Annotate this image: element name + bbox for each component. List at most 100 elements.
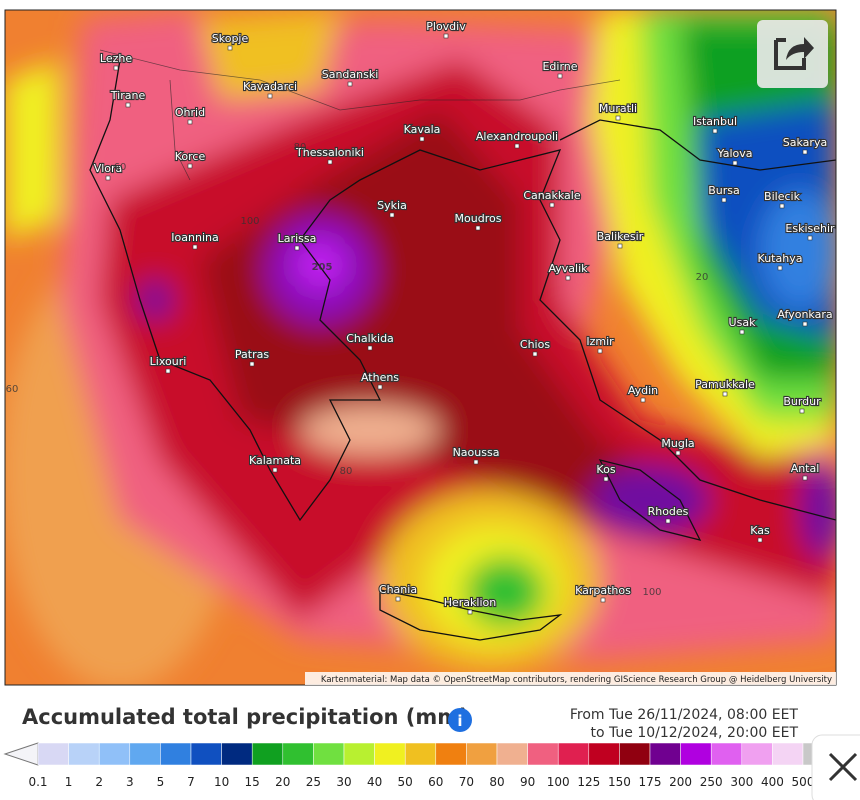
city-dot xyxy=(757,537,763,543)
legend-swatch xyxy=(527,742,559,766)
city-label: Lezhe xyxy=(100,52,132,65)
legend-label: 300 xyxy=(730,775,753,789)
legend-swatch xyxy=(68,742,100,766)
close-icon xyxy=(828,752,858,782)
city-label: Heraklion xyxy=(444,596,497,609)
city-label: Usak xyxy=(729,316,757,329)
contour-label: 80 xyxy=(294,142,307,153)
legend-swatch xyxy=(343,742,375,766)
legend-swatch xyxy=(221,742,253,766)
city-dot xyxy=(712,128,718,134)
legend-label: 175 xyxy=(639,775,662,789)
legend-label: 3 xyxy=(126,775,134,789)
legend-label: 90 xyxy=(520,775,535,789)
city-dot xyxy=(125,102,131,108)
city-label: Skopje xyxy=(212,32,249,45)
city-label: Kalamata xyxy=(249,454,301,467)
city-label: Chalkida xyxy=(346,332,394,345)
city-label: Korce xyxy=(175,150,206,163)
contour-labels: 205 80 100 60 20 80 100 60 xyxy=(6,142,709,598)
city-label: Afyonkara xyxy=(777,308,832,321)
city-dot xyxy=(640,397,646,403)
city-dot xyxy=(227,45,233,51)
legend-swatch xyxy=(160,742,192,766)
city-dot xyxy=(617,243,623,249)
city-label: Tirane xyxy=(110,89,146,102)
legend-label: 2 xyxy=(95,775,103,789)
legend-swatch xyxy=(190,742,222,766)
city-label: Sykia xyxy=(377,199,407,212)
city-label: Kutahya xyxy=(758,252,803,265)
city-label: Patras xyxy=(235,348,269,361)
legend-label: 500 xyxy=(792,775,815,789)
city-dot xyxy=(443,33,449,39)
city-dot xyxy=(347,81,353,87)
city-label: Kos xyxy=(596,463,615,476)
city-label: Pamukkale xyxy=(695,378,755,391)
city-dot xyxy=(514,143,520,149)
share-button[interactable] xyxy=(757,20,828,88)
city-dot xyxy=(675,450,681,456)
legend-swatch xyxy=(404,742,437,766)
city-label: Naoussa xyxy=(453,446,500,459)
city-label: Istanbul xyxy=(693,115,737,128)
city-label: Kas xyxy=(750,524,770,537)
legend-label: 60 xyxy=(428,775,443,789)
legend-label: 15 xyxy=(245,775,260,789)
city-dot xyxy=(467,609,473,615)
city-dot xyxy=(603,476,609,482)
city-label: Plovdiv xyxy=(426,20,466,33)
city-label: Yalova xyxy=(717,147,753,160)
legend-label: 10 xyxy=(214,775,229,789)
legend-label: 30 xyxy=(336,775,351,789)
city-label: Sakarya xyxy=(783,136,827,149)
city-dot xyxy=(557,73,563,79)
contour-label: 60 xyxy=(114,162,127,173)
city-label: Lixouri xyxy=(150,355,187,368)
close-button-bg[interactable] xyxy=(811,734,860,800)
legend-swatch xyxy=(374,742,406,766)
city-dot xyxy=(389,212,395,218)
city-label: Thessaloniki xyxy=(295,146,364,159)
city-label: Moudros xyxy=(455,212,502,225)
city-label: Rhodes xyxy=(648,505,689,518)
legend-swatch xyxy=(98,742,131,766)
legend-title: Accumulated total precipitation (mm) xyxy=(22,705,469,729)
legend-swatch xyxy=(37,742,69,766)
legend-label: 125 xyxy=(577,775,600,789)
city-label: Chios xyxy=(520,338,550,351)
legend-label: 5 xyxy=(157,775,165,789)
info-button[interactable]: i xyxy=(448,708,472,732)
legend-label: 0.1 xyxy=(28,775,47,789)
city-label: Ohrid xyxy=(175,106,205,119)
legend-swatch xyxy=(741,742,773,766)
legend-swatch xyxy=(466,742,498,766)
city-label: Chania xyxy=(379,583,417,596)
city-dot xyxy=(799,408,805,414)
legend-label: 100 xyxy=(547,775,570,789)
legend-label: 1 xyxy=(65,775,73,789)
close-button[interactable] xyxy=(811,734,860,800)
city-label: Izmir xyxy=(586,335,614,348)
city-label: Bursa xyxy=(708,184,740,197)
city-label: Kavala xyxy=(404,123,441,136)
city-label: Mugla xyxy=(661,437,694,450)
contour-label: 100 xyxy=(642,587,661,598)
city-dot xyxy=(105,175,111,181)
city-label: Karpathos xyxy=(575,584,631,597)
city-dot xyxy=(549,202,555,208)
city-label: Antal xyxy=(791,462,820,475)
info-icon[interactable] xyxy=(448,708,472,732)
city-dot xyxy=(802,321,808,327)
city-dot xyxy=(419,136,425,142)
city-dot xyxy=(192,244,198,250)
contour-label: 20 xyxy=(696,272,709,283)
legend-label: 150 xyxy=(608,775,631,789)
city-label: Athens xyxy=(361,371,399,384)
city-label: Muratli xyxy=(599,102,637,115)
city-dot xyxy=(721,197,727,203)
legend-swatch xyxy=(496,742,528,766)
city-label: Kavadarci xyxy=(243,80,297,93)
legend-swatch xyxy=(129,742,161,766)
